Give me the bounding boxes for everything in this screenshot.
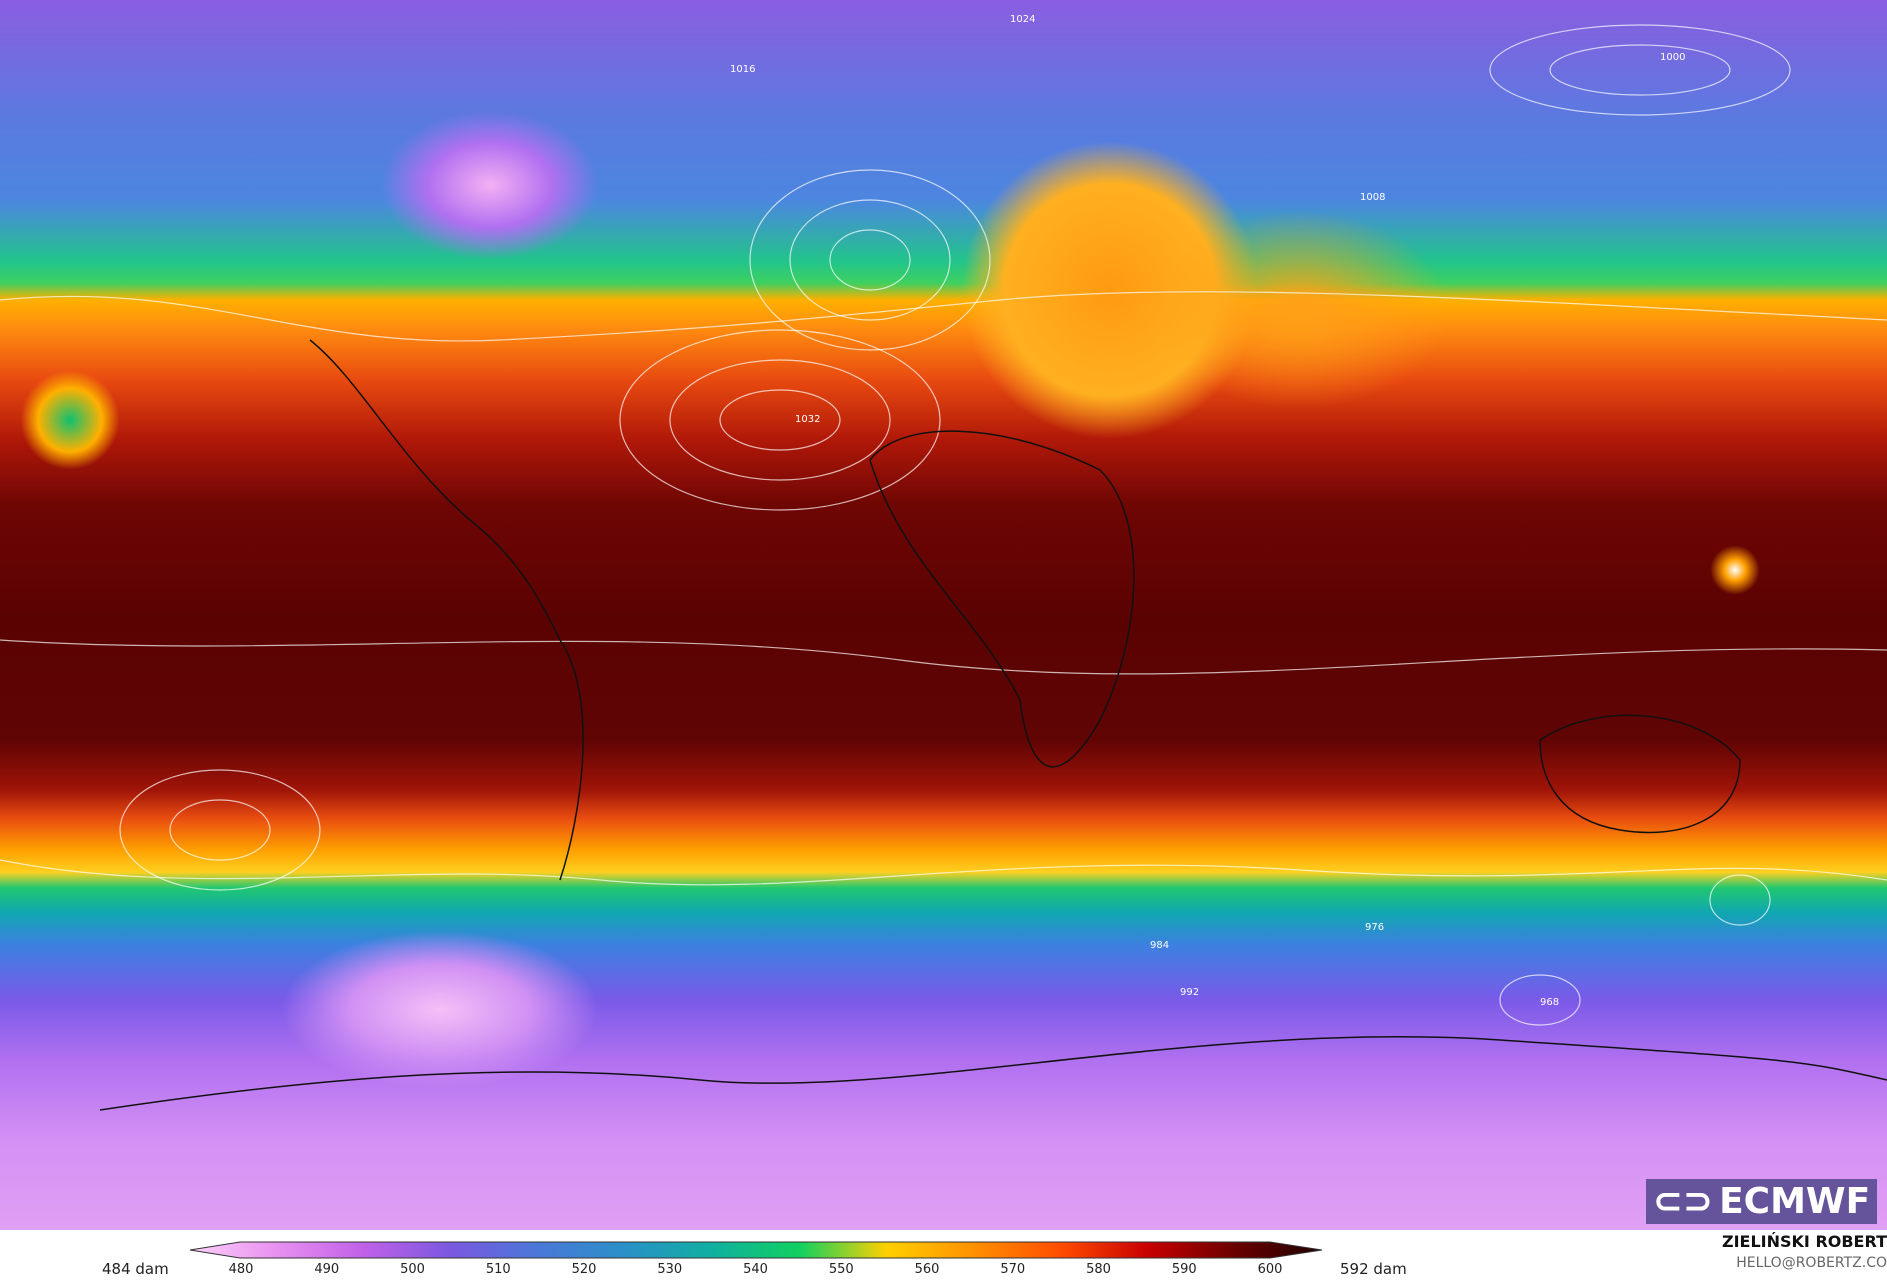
isobar-label: 976 xyxy=(1365,922,1384,933)
coastline xyxy=(869,430,1135,768)
colorbar-tick-label: 580 xyxy=(1086,1262,1111,1277)
ecmwf-logo-icon: ⊂⊃ xyxy=(1652,1181,1714,1222)
isobar-label: 1024 xyxy=(1010,14,1035,25)
coastline xyxy=(1539,714,1741,834)
colorbar-min-label: 484 dam xyxy=(102,1260,169,1278)
isobar xyxy=(0,859,1887,886)
isobar-label: 1032 xyxy=(795,414,820,425)
isobar xyxy=(169,799,271,861)
ecmwf-logo-text: ECMWF xyxy=(1719,1181,1871,1222)
colorbar-tick-label: 480 xyxy=(228,1262,254,1277)
isobar xyxy=(119,769,321,891)
typhoon xyxy=(1710,545,1760,595)
isobar xyxy=(1489,24,1791,116)
isobar xyxy=(1549,44,1731,96)
colorbar-legend: 484 dam 480 490 500 510 520 530 540 550 560 570 58… xyxy=(0,1230,1887,1287)
colorbar-tick-label: 560 xyxy=(914,1262,940,1277)
colorbar-tick-label: 510 xyxy=(485,1262,511,1277)
isobar xyxy=(1499,974,1581,1026)
isobar xyxy=(619,329,941,511)
canada-low xyxy=(380,110,600,260)
colorbar-max-label: 592 dam xyxy=(1340,1260,1407,1278)
colorbar-tick-label: 600 xyxy=(1257,1262,1283,1277)
isobar xyxy=(669,359,891,481)
colorbar-tick-label: 570 xyxy=(1000,1262,1026,1277)
north-pacific-low xyxy=(20,370,120,470)
author-email: HELLO@ROBERTZ.CO xyxy=(1736,1255,1887,1271)
colorbar-bar xyxy=(189,1241,1323,1259)
coastline xyxy=(309,339,584,881)
isobar xyxy=(749,169,991,351)
isobar-label: 992 xyxy=(1180,987,1199,998)
isobar xyxy=(719,389,841,451)
colorbar-tick-label: 490 xyxy=(314,1262,340,1277)
coastline xyxy=(99,1036,1887,1111)
colorbar-tick-label: 590 xyxy=(1171,1262,1197,1277)
author-credit: ZIELIŃSKI ROBERT HELLO@ROBERTZ.CO xyxy=(1722,1232,1887,1271)
colorbar-tick-label: 500 xyxy=(400,1262,425,1277)
colorbar-tick-label: 530 xyxy=(657,1262,683,1277)
isobar xyxy=(0,291,1887,342)
colorbar-tick-label: 520 xyxy=(571,1262,597,1277)
isobar xyxy=(0,639,1887,675)
isobar-contours: 1024 1016 1008 1000 992 984 976 1032 968 xyxy=(0,14,1887,1111)
isobar xyxy=(1709,874,1771,926)
colorbar-tick-label: 550 xyxy=(828,1262,854,1277)
isobar-label: 1008 xyxy=(1360,192,1385,203)
isobar xyxy=(789,199,951,321)
siberia-ridge xyxy=(1150,210,1450,410)
isobar-label: 984 xyxy=(1150,940,1169,951)
isobar-label: 968 xyxy=(1540,997,1559,1008)
geopotential-map: 1024 1016 1008 1000 992 984 976 1032 968… xyxy=(0,0,1887,1230)
isobar xyxy=(829,229,911,291)
south-pacific-low xyxy=(280,930,600,1090)
colorbar xyxy=(189,1241,1323,1259)
author-name: ZIELIŃSKI ROBERT xyxy=(1721,1232,1887,1251)
ecmwf-logo: ⊂⊃ ECMWF xyxy=(1646,1179,1877,1224)
colorbar-tick-label: 540 xyxy=(743,1262,768,1277)
isobar-label: 1000 xyxy=(1660,52,1685,63)
isobar-label: 1016 xyxy=(730,64,755,75)
